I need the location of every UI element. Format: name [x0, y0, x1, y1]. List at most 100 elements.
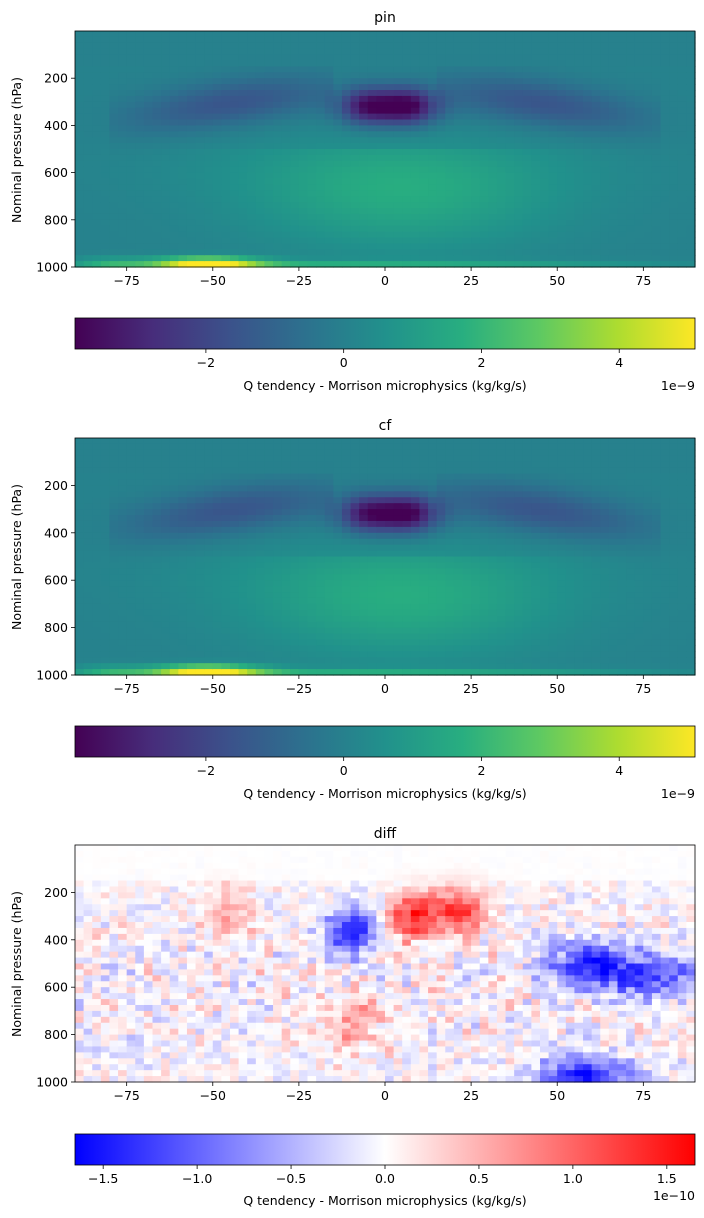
heatmap-cell — [514, 172, 524, 180]
heatmap-cell — [428, 54, 438, 62]
heatmap-cell — [264, 190, 274, 197]
heatmap-cell — [247, 31, 257, 38]
heatmap-cell — [488, 208, 498, 215]
heatmap-cell — [677, 231, 687, 239]
heatmap-cell — [307, 237, 317, 244]
heatmap-cell — [359, 66, 369, 73]
heatmap-cell — [281, 101, 291, 109]
heatmap-cell — [453, 107, 464, 115]
heatmap-cell — [565, 72, 576, 79]
heatmap-cell — [230, 479, 240, 486]
heatmap-cell — [462, 580, 472, 587]
heatmap-cell — [230, 639, 240, 646]
heatmap-cell — [522, 107, 532, 115]
heatmap-cell — [471, 485, 481, 492]
heatmap-cell — [548, 249, 558, 256]
heatmap-cell — [410, 562, 421, 569]
heatmap-cell — [428, 544, 438, 552]
heatmap-cell — [359, 639, 369, 646]
heatmap-cell — [367, 538, 377, 546]
heatmap-cell — [169, 586, 179, 593]
heatmap-cell — [100, 213, 111, 221]
heatmap-cell — [350, 113, 360, 121]
heatmap-cell — [118, 237, 128, 244]
heatmap-cell — [83, 491, 93, 498]
heatmap-cell — [169, 443, 179, 451]
heatmap-cell — [143, 639, 154, 646]
heatmap-cell — [393, 574, 403, 581]
heatmap-cell — [195, 143, 205, 150]
heatmap-cell — [565, 84, 576, 91]
heatmap-cell — [169, 107, 179, 115]
heatmap-cell — [617, 84, 627, 91]
heatmap-cell — [92, 184, 102, 191]
heatmap-cell — [471, 515, 481, 522]
heatmap-cell — [367, 213, 377, 221]
heatmap-cell — [161, 249, 171, 256]
heatmap-cell — [143, 60, 154, 67]
heatmap-cell — [143, 225, 154, 233]
heatmap-cell — [453, 515, 464, 522]
heatmap-cell — [393, 42, 403, 50]
heatmap-cell — [273, 603, 283, 611]
heatmap-cell — [143, 261, 154, 268]
heatmap-cell — [488, 455, 498, 463]
heatmap-cell — [505, 78, 515, 85]
heatmap-cell — [247, 455, 257, 463]
heatmap-cell — [238, 166, 248, 174]
heatmap-cell — [273, 261, 283, 268]
heatmap-cell — [350, 95, 360, 103]
heatmap-cell — [531, 90, 541, 97]
heatmap-cell — [677, 72, 687, 79]
heatmap-cell — [307, 526, 317, 534]
heatmap-cell — [488, 532, 498, 540]
heatmap-cell — [143, 243, 154, 250]
heatmap-cell — [402, 621, 412, 629]
heatmap-cell — [367, 556, 377, 564]
heatmap-cell — [212, 449, 222, 457]
heatmap-cell — [298, 143, 309, 150]
heatmap-cell — [169, 95, 179, 103]
heatmap-cell — [626, 219, 636, 227]
heatmap-cell — [462, 143, 472, 150]
heatmap-cell — [462, 633, 472, 641]
heatmap-cell — [419, 101, 429, 109]
heatmap-cell — [479, 580, 489, 587]
heatmap-cell — [75, 261, 85, 268]
heatmap-cell — [436, 479, 446, 486]
heatmap-cell — [83, 538, 93, 546]
heatmap-cell — [100, 532, 111, 540]
heatmap-cell — [178, 544, 188, 552]
heatmap-cell — [393, 592, 403, 599]
heatmap-cell — [247, 633, 257, 641]
heatmap-cell — [83, 184, 93, 191]
heatmap-cell — [410, 243, 421, 250]
heatmap-cell — [643, 66, 653, 73]
heatmap-cell — [471, 526, 481, 534]
heatmap-cell — [324, 568, 334, 575]
heatmap-cell — [445, 113, 455, 121]
heatmap-cell — [316, 532, 326, 540]
heatmap-cell — [514, 101, 524, 109]
heatmap-cell — [247, 60, 257, 67]
heatmap-cell — [230, 526, 240, 534]
heatmap-cell — [565, 255, 576, 262]
heatmap-cell — [393, 237, 403, 244]
heatmap-cell — [298, 237, 309, 244]
heatmap-cell — [178, 249, 188, 256]
heatmap-cell — [591, 60, 601, 67]
heatmap-cell — [100, 125, 111, 132]
heatmap-cell — [92, 438, 102, 445]
heatmap-cell — [126, 627, 136, 635]
heatmap-cell — [341, 651, 352, 658]
heatmap-cell — [75, 202, 85, 209]
heatmap-cell — [453, 633, 464, 641]
heatmap-cell — [273, 101, 283, 109]
heatmap-cell — [341, 663, 352, 670]
heatmap-cell — [316, 237, 326, 244]
heatmap-cell — [540, 113, 550, 121]
heatmap-cell — [255, 107, 266, 115]
heatmap-cell — [83, 562, 93, 569]
heatmap-cell — [445, 231, 455, 239]
heatmap-cell — [83, 237, 93, 244]
